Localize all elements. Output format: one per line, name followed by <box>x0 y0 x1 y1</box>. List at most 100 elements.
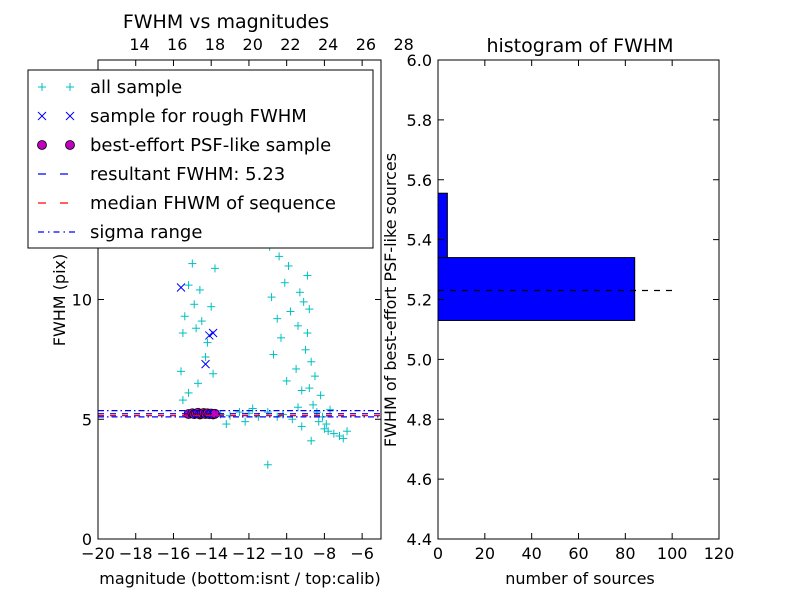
legend-entry-0: all sample <box>38 77 182 98</box>
legend-entry-1-label: sample for rough FWHM <box>90 106 307 127</box>
series0-point-6 <box>184 281 193 290</box>
scatter-y-tick-label-1: 5 <box>82 410 92 429</box>
series0-point-23 <box>269 350 278 359</box>
series0-point-15 <box>203 338 212 347</box>
series0-point-43 <box>307 357 316 366</box>
scatter-y-tick-label-2: 10 <box>72 291 92 310</box>
histogram-y-tick-label-7: 5.8 <box>407 111 432 130</box>
scatter-top-tick-label-3: 20 <box>243 35 263 54</box>
series0-point-51 <box>322 420 331 429</box>
scatter-top-tick-label-6: 26 <box>356 35 376 54</box>
series0-point-5 <box>184 388 193 397</box>
series0-point-45 <box>310 372 319 381</box>
series0-point-27 <box>277 333 286 342</box>
series0-point-48 <box>316 391 325 400</box>
scatter-y-axis-label: FWHM (pix) <box>50 254 69 347</box>
series0-point-63 <box>263 408 272 417</box>
series0-point-2 <box>178 329 187 338</box>
series0-point-52 <box>324 427 333 436</box>
histogram-x-tick-label-6: 120 <box>704 544 735 563</box>
scatter-x-tick-label-3: −14 <box>194 544 228 563</box>
legend-box <box>27 69 374 249</box>
legend-entry-1-marker-a <box>37 111 47 121</box>
series1-point-1-b <box>201 359 210 369</box>
legend-entry-4: median FHWM of sequence <box>38 193 336 214</box>
series0-point-8 <box>190 300 199 309</box>
series0-point-56 <box>339 434 348 443</box>
scatter-x-tick-label-1: −18 <box>119 544 153 563</box>
histogram-bar-1 <box>438 192 448 259</box>
series0-point-31 <box>284 261 293 270</box>
series0-point-1 <box>178 396 187 405</box>
series0-point-30 <box>282 376 291 385</box>
series0-point-19 <box>210 264 219 273</box>
series0-point-70 <box>297 422 306 431</box>
scatter-x-tick-label-0: −20 <box>81 544 115 563</box>
legend-entry-1-marker-a-b <box>37 111 47 121</box>
series0-point-20 <box>263 460 272 469</box>
legend-entry-2: best-effort PSF-like sample <box>37 135 331 156</box>
series0-point-11 <box>195 285 204 294</box>
series0-point-29 <box>280 278 289 287</box>
series0-point-7 <box>188 259 197 268</box>
series0-point-10 <box>193 379 202 388</box>
histogram-y-tick-label-0: 4.4 <box>407 530 432 549</box>
series0-point-17 <box>207 302 216 311</box>
scatter-legend: all sample sample for rough FWHM best-effo… <box>27 69 374 249</box>
scatter-x-tick-label-7: −6 <box>350 544 374 563</box>
histogram-y-tick-label-5: 5.4 <box>407 231 432 250</box>
histogram-x-tick-label-5: 100 <box>657 544 688 563</box>
legend-entry-1: sample for rough FWHM <box>37 106 307 127</box>
histogram-panel: histogram of FWHM 0 20 40 60 80 100 120 4.4 4.6 4… <box>381 35 734 588</box>
legend-entry-0-marker-a <box>38 83 46 91</box>
histogram-x-tick-label-0: 0 <box>433 544 443 563</box>
histogram-ticks: 0 20 40 60 80 100 120 4.4 4.6 4.8 5.0 5.2 5.4 5.6 5.8 6… <box>407 51 735 563</box>
scatter-x-tick-label-5: −10 <box>270 544 304 563</box>
histogram-x-tick-label-1: 20 <box>475 544 495 563</box>
legend-entry-0-marker-b <box>66 83 74 91</box>
histogram-y-tick-label-3: 5.0 <box>407 350 432 369</box>
histogram-title: histogram of FWHM <box>486 35 673 57</box>
scatter-ticks: −20 −18 −16 −14 −12 −10 −8 −6 14 16 18 20 22 24 26 28 0 5… <box>72 35 414 563</box>
legend-entry-3-label: resultant FWHM: 5.23 <box>90 164 285 185</box>
legend-entry-1-marker-b <box>65 111 75 121</box>
series1-point-2-b <box>204 331 214 340</box>
series0-point-37 <box>295 288 304 297</box>
legend-entry-2-marker-a <box>37 140 47 150</box>
series1-point-3 <box>208 328 218 338</box>
legend-entry-1-marker-b-b <box>65 111 75 121</box>
histogram-y-tick-label-8: 6.0 <box>407 51 432 70</box>
series0-point-42 <box>305 384 314 393</box>
series0-point-41 <box>303 329 312 338</box>
series0-point-71 <box>293 403 302 412</box>
series0-point-14 <box>201 352 210 361</box>
histogram-x-axis-label: number of sources <box>505 569 655 588</box>
series0-point-60 <box>235 408 244 417</box>
histogram-x-tick-label-4: 80 <box>615 544 635 563</box>
legend-entry-0-label: all sample <box>90 77 182 98</box>
scatter-top-tick-label-0: 14 <box>129 35 149 54</box>
series0-point-12 <box>197 317 206 326</box>
legend-entry-3: resultant FWHM: 5.23 <box>38 164 285 185</box>
histogram-x-tick-label-3: 60 <box>568 544 588 563</box>
series0-point-67 <box>248 404 257 413</box>
legend-entry-5-label: sigma range <box>90 222 202 243</box>
series0-point-22 <box>267 293 276 302</box>
series0-point-54 <box>329 429 338 438</box>
series0-point-18 <box>209 369 218 378</box>
scatter-top-tick-label-4: 22 <box>280 35 300 54</box>
series0-point-46 <box>312 408 321 417</box>
series0-point-74 <box>303 271 312 280</box>
series1-point-0-b <box>176 283 186 292</box>
scatter-x-tick-label-4: −12 <box>232 544 266 563</box>
series0-point-79 <box>305 305 314 314</box>
series0-point-3 <box>180 312 189 321</box>
series0-point-36 <box>293 321 302 330</box>
histogram-plot-area <box>438 192 677 321</box>
scatter-y-tick-label-0: 0 <box>82 530 92 549</box>
scatter-top-tick-label-5: 24 <box>318 35 338 54</box>
series1-point-1 <box>201 359 210 369</box>
legend-entry-2-marker-b <box>65 140 75 150</box>
histogram-y-tick-label-1: 4.6 <box>407 470 432 489</box>
